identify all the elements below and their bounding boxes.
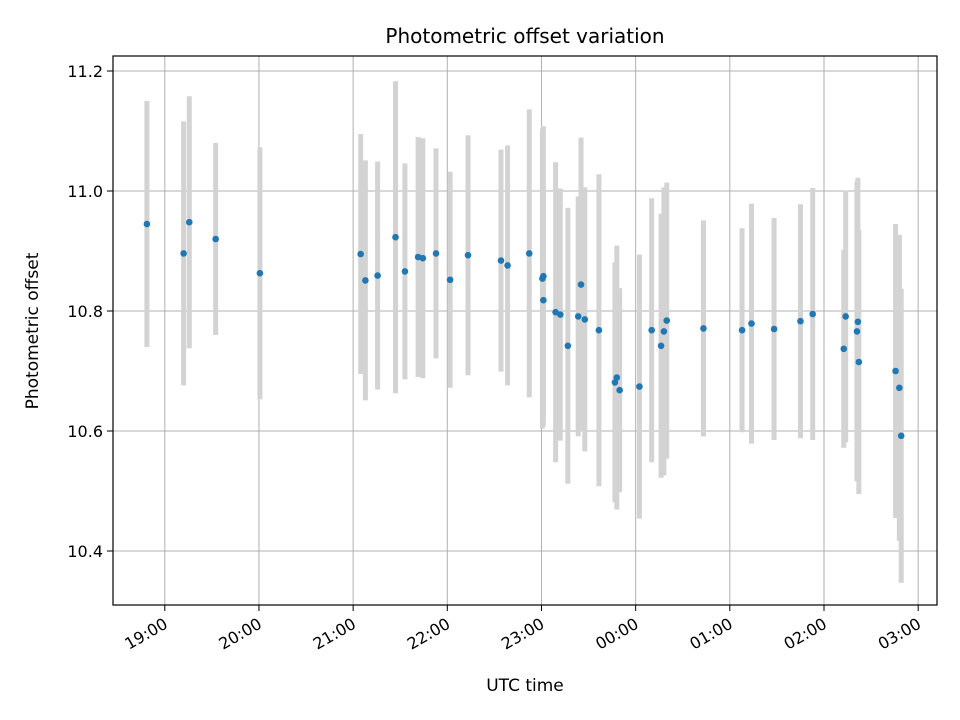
data-point (180, 250, 187, 257)
data-point (855, 358, 863, 366)
data-point (616, 386, 623, 394)
data-point (896, 384, 903, 392)
data-point (564, 342, 572, 350)
data-points (143, 218, 905, 440)
data-point (392, 233, 399, 241)
data-point (595, 326, 603, 334)
data-point (657, 342, 665, 350)
data-point (581, 316, 589, 323)
y-axis-label: Photometric offset (23, 252, 43, 409)
data-point (143, 220, 151, 228)
data-point (540, 296, 547, 304)
data-point (797, 317, 804, 325)
chart-title: Photometric offset variation (385, 24, 664, 48)
data-point (636, 383, 643, 390)
data-point (660, 328, 668, 335)
data-point (401, 268, 409, 275)
data-point (663, 317, 671, 324)
data-point (648, 326, 655, 334)
data-point (212, 235, 219, 243)
plot-frame (112, 55, 938, 606)
data-point (432, 250, 440, 257)
data-point (574, 313, 582, 320)
data-point (185, 218, 193, 226)
y-tick-label: 11.2 (67, 62, 103, 81)
data-point (540, 272, 547, 280)
data-point (525, 250, 533, 257)
data-point (748, 320, 755, 327)
data-point (577, 281, 585, 288)
data-point (362, 277, 369, 284)
data-point (464, 251, 472, 259)
data-point (357, 250, 364, 258)
data-point (738, 326, 746, 334)
data-point (854, 318, 862, 326)
data-point (374, 272, 381, 279)
data-point (853, 328, 861, 335)
data-point (504, 262, 511, 269)
data-point (897, 432, 905, 440)
y-tick-label: 10.8 (67, 302, 103, 321)
data-point (446, 276, 454, 284)
data-point (613, 374, 621, 381)
x-axis-label: UTC time (486, 676, 564, 696)
data-point (770, 325, 778, 333)
data-point (809, 310, 816, 318)
data-point (700, 325, 707, 332)
data-point (892, 367, 899, 375)
y-tick-label: 10.6 (67, 422, 103, 441)
data-point (842, 313, 849, 320)
y-tick-label: 11.0 (67, 182, 103, 201)
y-tick-label: 10.4 (67, 542, 103, 561)
y-axis: 10.4 10.6 10.8 11.0 11.2 (67, 62, 113, 561)
data-point (557, 311, 564, 318)
data-point (497, 257, 505, 264)
data-point (256, 269, 264, 277)
data-point (419, 254, 427, 262)
data-point (840, 345, 848, 353)
